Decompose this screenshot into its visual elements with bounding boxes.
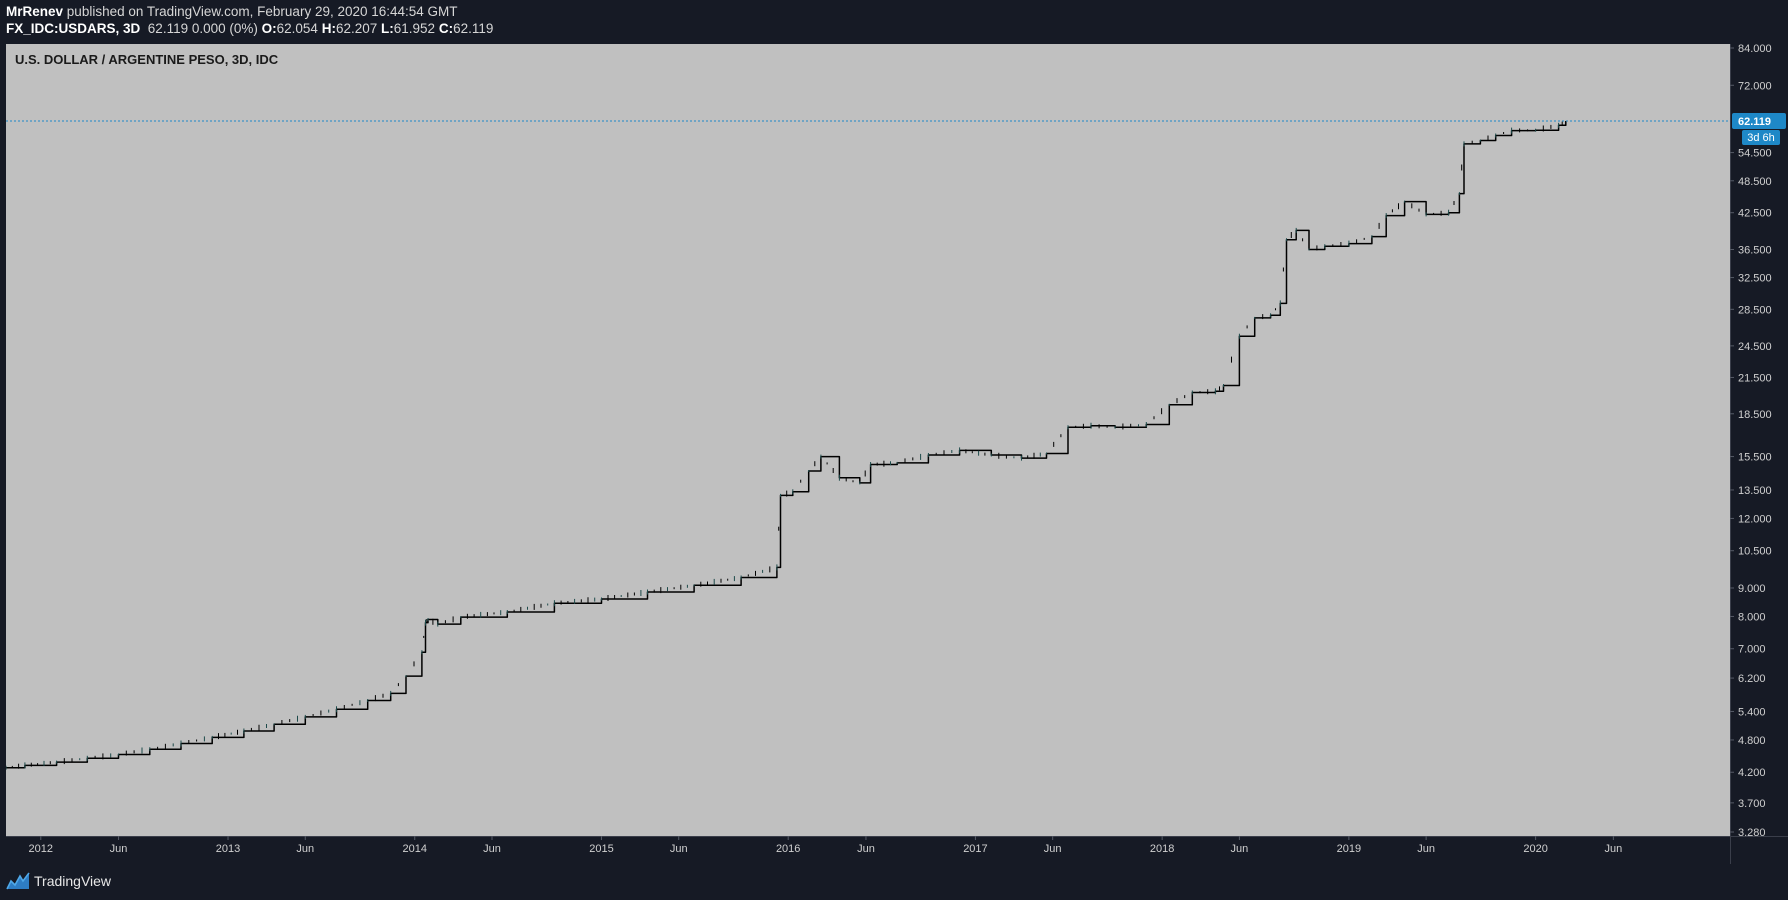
price-tick-label: 36.500 — [1738, 245, 1772, 257]
price-tick-label: 15.500 — [1738, 452, 1772, 464]
price-tick-label: 72.000 — [1738, 80, 1772, 92]
price-tick-label: 48.500 — [1738, 176, 1772, 188]
price-tick-label: 8.000 — [1738, 611, 1766, 623]
time-tick-label: 2018 — [1150, 843, 1174, 855]
chart-header: MrRenev published on TradingView.com, Fe… — [0, 0, 1788, 44]
time-tick-label: Jun — [1231, 843, 1249, 855]
time-tick-label: 2019 — [1337, 843, 1361, 855]
close-label: C: — [438, 21, 454, 36]
price-tick-label: 24.500 — [1738, 341, 1772, 353]
time-tick-label: 2015 — [589, 843, 613, 855]
time-tick-label: 2012 — [29, 843, 53, 855]
price-tick-label: 10.500 — [1738, 546, 1772, 558]
time-tick-label: 2020 — [1523, 843, 1547, 855]
price-change: 62.119 0.000 (0%) — [147, 21, 258, 36]
tradingview-brand[interactable]: TradingView — [34, 873, 112, 889]
symbol-info: FX_IDC:USDARS, 3D 62.119 0.000 (0%) O:62… — [6, 21, 493, 36]
high-label: H: — [321, 21, 336, 36]
last-price-label: 62.119 — [1738, 116, 1771, 128]
price-tick-label: 28.500 — [1738, 304, 1772, 316]
time-tick-label: Jun — [296, 843, 314, 855]
ohlc-values: O:62.054 H:62.207 L:61.952 C:62.119 — [262, 21, 494, 36]
price-tick-label: 42.500 — [1738, 208, 1772, 220]
time-tick-label: Jun — [1417, 843, 1435, 855]
time-tick-label: 2013 — [216, 843, 240, 855]
time-tick-label: Jun — [670, 843, 688, 855]
time-tick-label: Jun — [483, 843, 501, 855]
last-price-marker: 62.119 3d 6h — [6, 112, 1786, 145]
time-tick-label: Jun — [110, 843, 128, 855]
price-tick-label: 5.400 — [1738, 706, 1766, 718]
price-tick-label: 32.500 — [1738, 273, 1772, 285]
high-value: 62.207 — [335, 21, 378, 36]
low-label: L: — [381, 21, 394, 36]
low-value: 61.952 — [393, 21, 436, 36]
open-label: O: — [261, 21, 277, 36]
close-value: 62.119 — [453, 21, 494, 36]
price-tick-label: 4.200 — [1738, 767, 1766, 779]
time-tick-label: 2017 — [963, 843, 987, 855]
price-tick-label: 4.800 — [1738, 735, 1766, 747]
price-tick-label: 3.280 — [1738, 827, 1766, 839]
countdown-label-box — [1742, 129, 1780, 145]
price-tick-label: 6.200 — [1738, 673, 1766, 685]
plot-area[interactable] — [6, 44, 1730, 836]
open-value: 62.054 — [276, 21, 318, 36]
price-tick-label: 3.700 — [1738, 798, 1766, 810]
time-tick-label: Jun — [1044, 843, 1062, 855]
footer: TradingView — [0, 864, 1788, 900]
price-tick-label: 9.000 — [1738, 583, 1766, 595]
candle-wicks — [6, 121, 1563, 770]
symbol-name: FX_IDC:USDARS, 3D — [6, 21, 141, 36]
price-tick-label: 84.000 — [1738, 44, 1772, 55]
price-chart[interactable]: 84.000 72.000 54.500 48.500 42.500 36.500 32.5… — [6, 44, 1788, 864]
price-tick-label: 7.000 — [1738, 644, 1766, 656]
price-axis[interactable]: 84.000 72.000 54.500 48.500 42.500 36.500 32.5… — [1730, 44, 1772, 839]
time-tick-label: Jun — [1604, 843, 1622, 855]
price-tick-label: 12.000 — [1738, 513, 1772, 525]
time-tick-label: 2014 — [403, 843, 427, 855]
price-series-line — [6, 121, 1567, 769]
price-tick-label: 13.500 — [1738, 485, 1772, 497]
author-name[interactable]: MrRenev — [6, 4, 64, 19]
published-text: published on TradingView.com, February 2… — [66, 4, 458, 19]
last-price-label-box — [1732, 112, 1786, 129]
countdown-label: 3d 6h — [1747, 132, 1775, 144]
publish-info: MrRenev published on TradingView.com, Fe… — [6, 4, 458, 19]
chart-frame: 84.000 72.000 54.500 48.500 42.500 36.500 32.5… — [6, 44, 1788, 864]
time-axis[interactable]: 2012 Jun 2013 Jun 2014 Jun 2015 Jun 2016 Jun 2017 J… — [29, 836, 1623, 855]
price-tick-label: 18.500 — [1738, 409, 1772, 421]
tradingview-logo-icon[interactable] — [6, 872, 30, 890]
price-tick-label: 21.500 — [1738, 372, 1772, 384]
chart-title: U.S. DOLLAR / ARGENTINE PESO, 3D, IDC — [15, 52, 279, 67]
time-tick-label: Jun — [857, 843, 875, 855]
time-tick-label: 2016 — [776, 843, 800, 855]
price-tick-label: 54.500 — [1738, 148, 1772, 160]
